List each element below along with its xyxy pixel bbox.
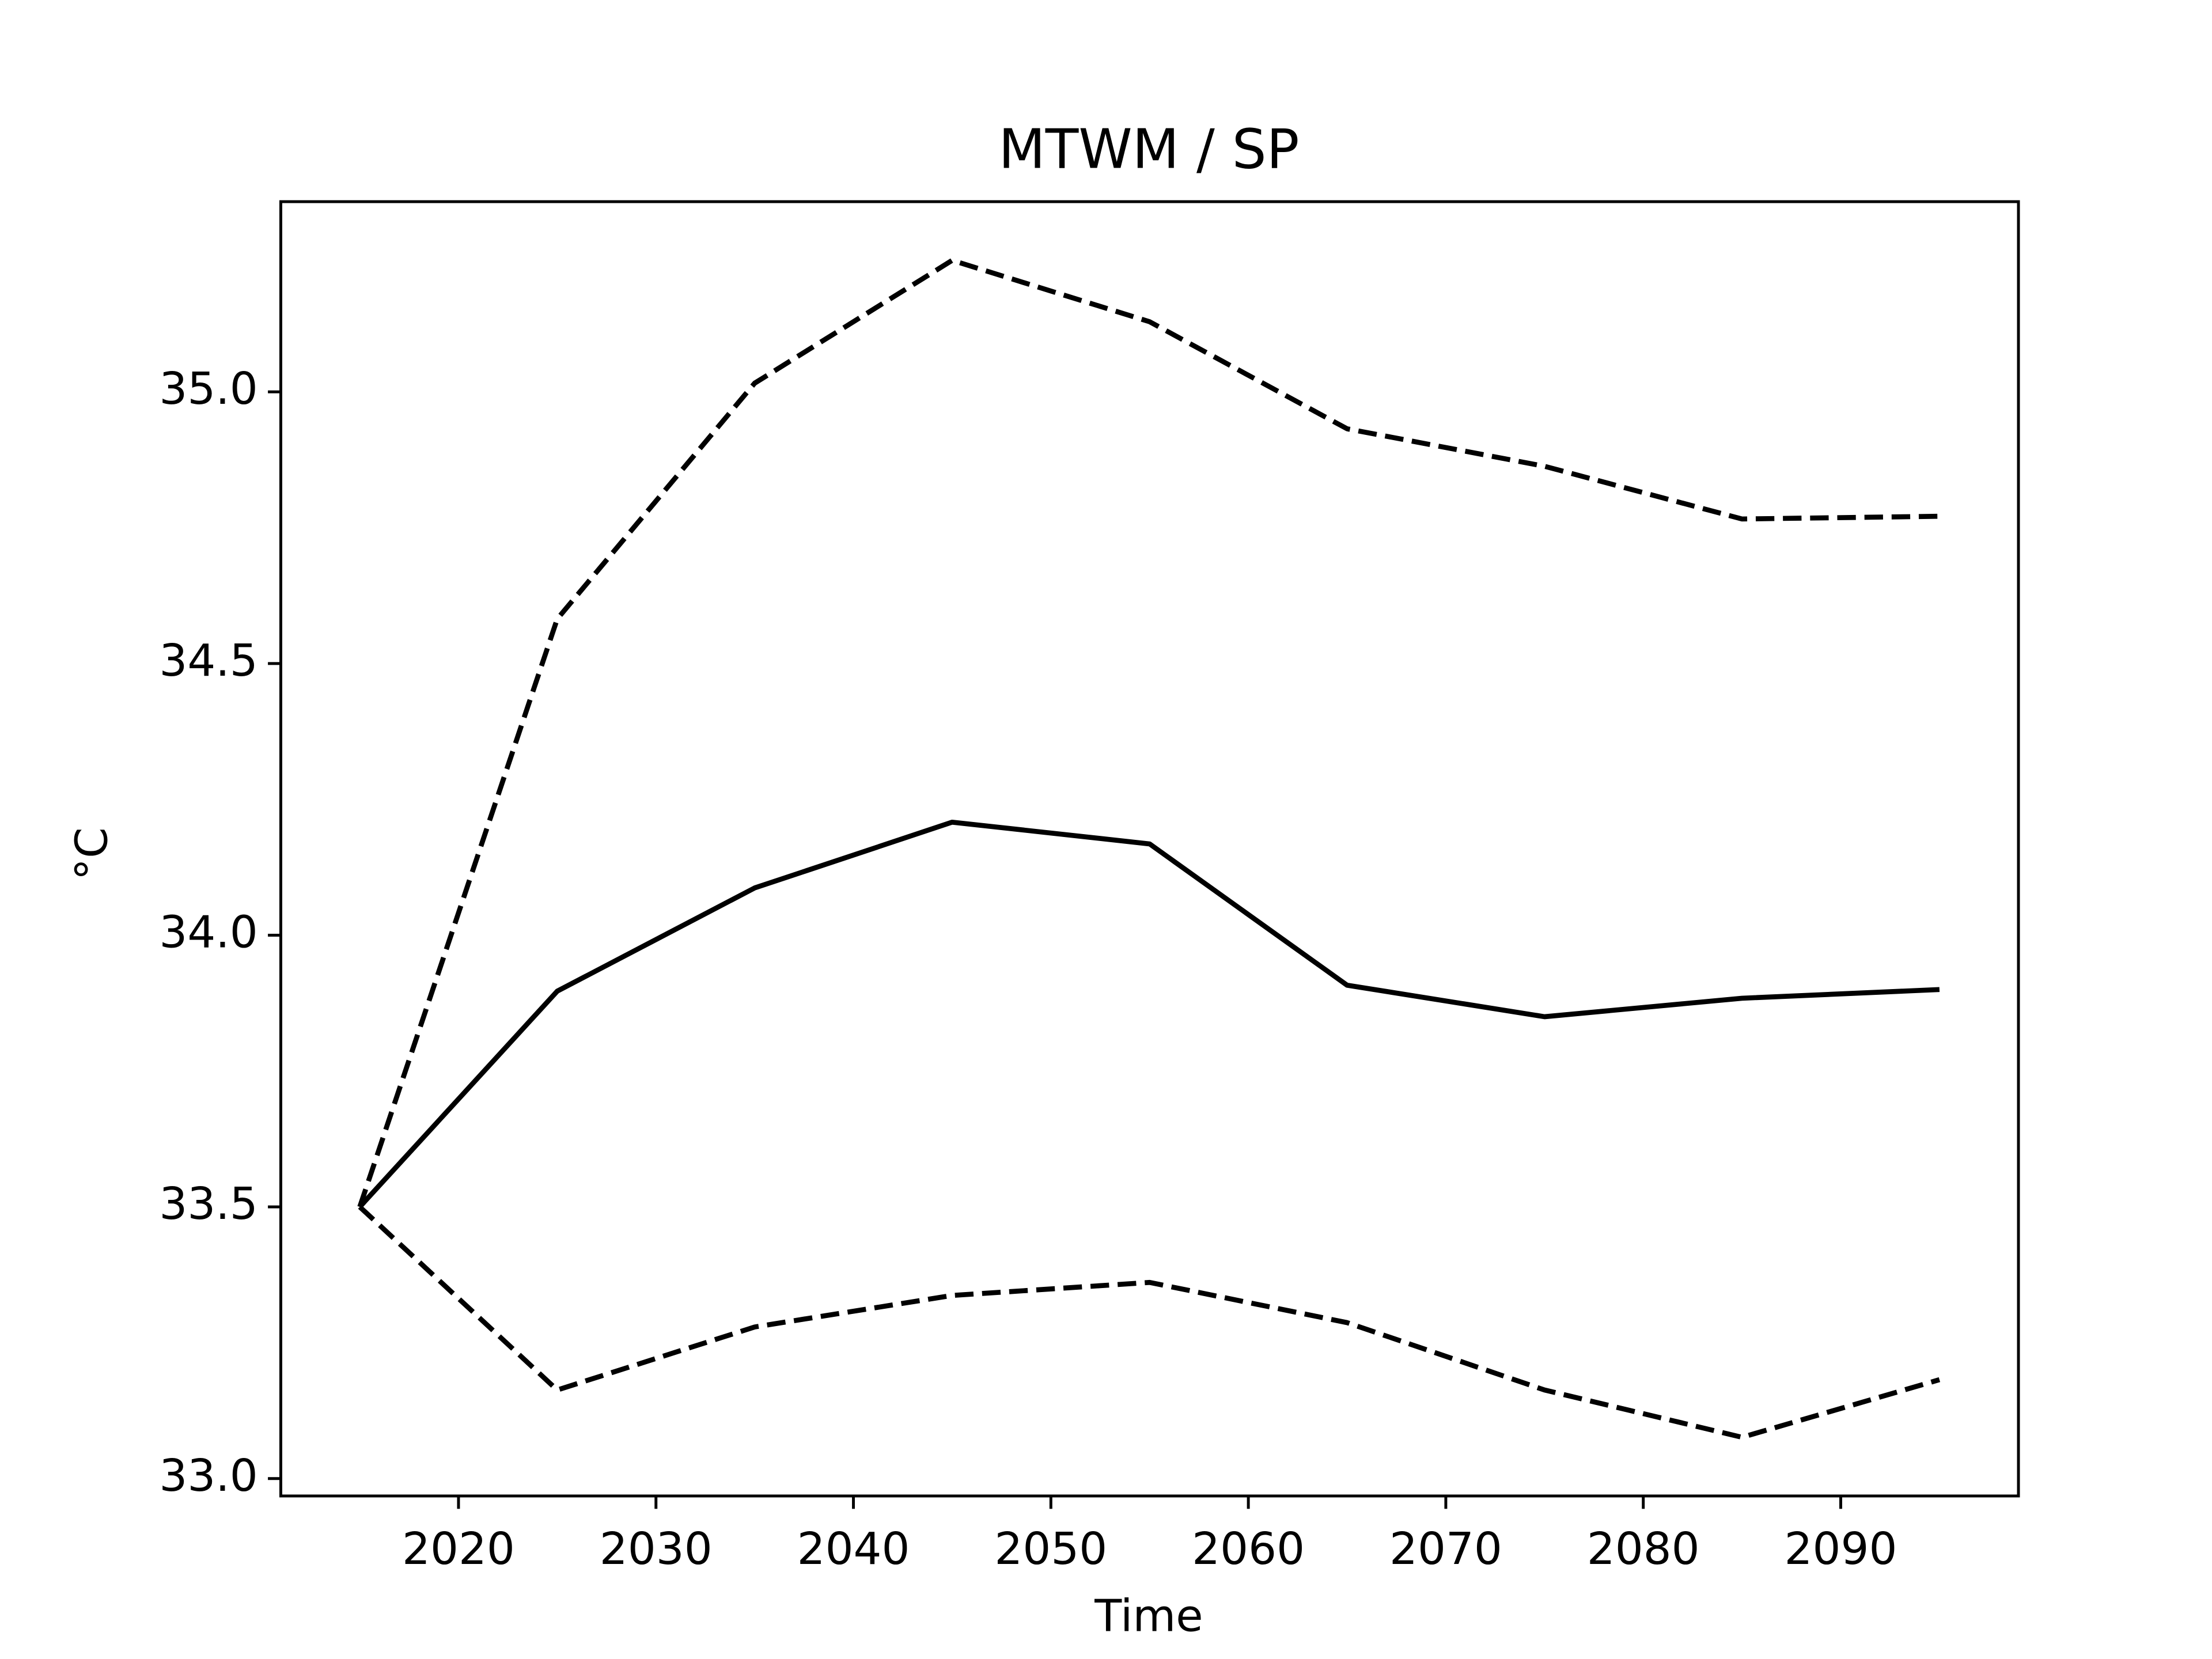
axes-frame <box>279 200 2020 1498</box>
x-tick-label: 2080 <box>1587 1524 1700 1575</box>
chart-title: MTWM / SP <box>998 118 1299 181</box>
x-tick-label: 2020 <box>402 1524 515 1575</box>
y-tick-label: 33.0 <box>159 1450 257 1502</box>
x-tick-label: 2040 <box>797 1524 910 1575</box>
x-tick-label: 2050 <box>994 1524 1107 1575</box>
x-tick-label: 2030 <box>600 1524 713 1575</box>
y-tick-label: 34.5 <box>159 635 257 687</box>
line-series <box>358 1205 1941 1440</box>
y-tick-label: 33.5 <box>159 1179 257 1230</box>
y-axis-label: °C <box>67 827 118 880</box>
y-tick-label: 34.0 <box>159 907 257 958</box>
line-series <box>358 819 1940 1209</box>
x-tick-label: 2060 <box>1192 1524 1305 1575</box>
x-tick-label: 2090 <box>1785 1524 1897 1575</box>
line-series <box>357 257 1940 1208</box>
x-tick-label: 2070 <box>1389 1524 1502 1575</box>
x-axis-label: Time <box>1094 1590 1203 1642</box>
y-tick-label: 35.0 <box>159 363 257 415</box>
